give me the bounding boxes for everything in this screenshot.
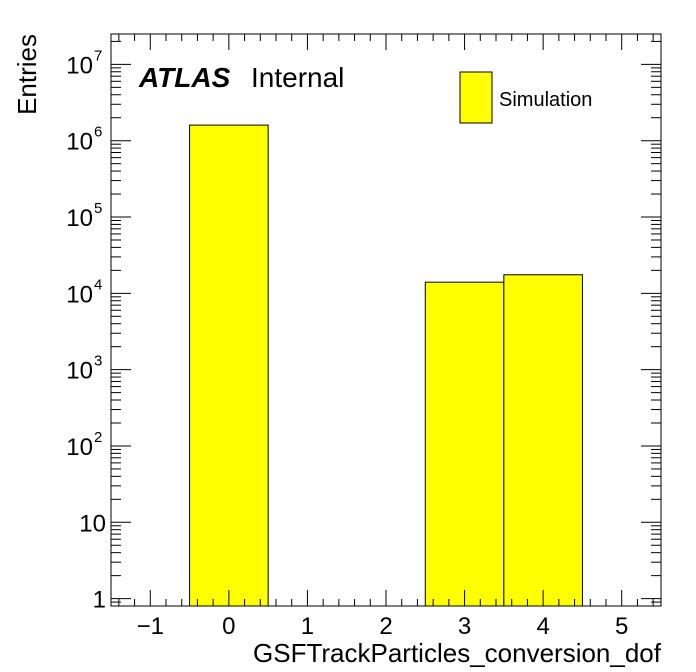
y-axis-ticks — [111, 40, 661, 607]
x-tick-label: 5 — [615, 613, 628, 640]
legend-swatch — [459, 71, 493, 124]
y-tick-label: 10 — [79, 510, 106, 537]
y-tick-exponent: 5 — [94, 200, 102, 217]
y-tick-label: 10 — [66, 129, 93, 156]
y-tick-label: 1 — [93, 587, 106, 614]
bar-bin-2 — [503, 274, 583, 607]
y-axis-title: Entries — [12, 34, 42, 115]
x-tick-label: 4 — [536, 613, 549, 640]
y-tick-label: 10 — [66, 52, 93, 79]
y-tick-label: 10 — [66, 281, 93, 308]
x-tick-label: 3 — [458, 613, 471, 640]
y-tick-label: 10 — [66, 358, 93, 385]
x-tick-label: 2 — [379, 613, 392, 640]
x-tick-labels: −1 0 1 2 3 4 5 — [137, 613, 629, 640]
histogram-bars — [189, 124, 583, 607]
atlas-label: ATLAS — [138, 62, 231, 93]
y-tick-exponent: 7 — [94, 47, 102, 64]
x-axis-title: GSFTrackParticles_conversion_dof — [253, 638, 662, 668]
legend: Simulation — [459, 71, 592, 124]
y-tick-exponent: 4 — [94, 276, 102, 293]
y-tick-label: 10 — [66, 205, 93, 232]
bar-bin-0 — [189, 124, 269, 607]
x-tick-label: 1 — [301, 613, 314, 640]
y-tick-exponent: 2 — [94, 429, 102, 446]
internal-label: Internal — [251, 62, 344, 93]
y-tick-label: 10 — [66, 434, 93, 461]
y-tick-exponent: 6 — [94, 124, 102, 141]
x-tick-label: 0 — [222, 613, 235, 640]
legend-entry-simulation: Simulation — [499, 89, 592, 111]
bar-bin-1 — [424, 281, 505, 607]
x-axis-ticks — [118, 34, 654, 606]
y-tick-exponent: 3 — [94, 353, 102, 370]
x-tick-label: −1 — [137, 613, 164, 640]
